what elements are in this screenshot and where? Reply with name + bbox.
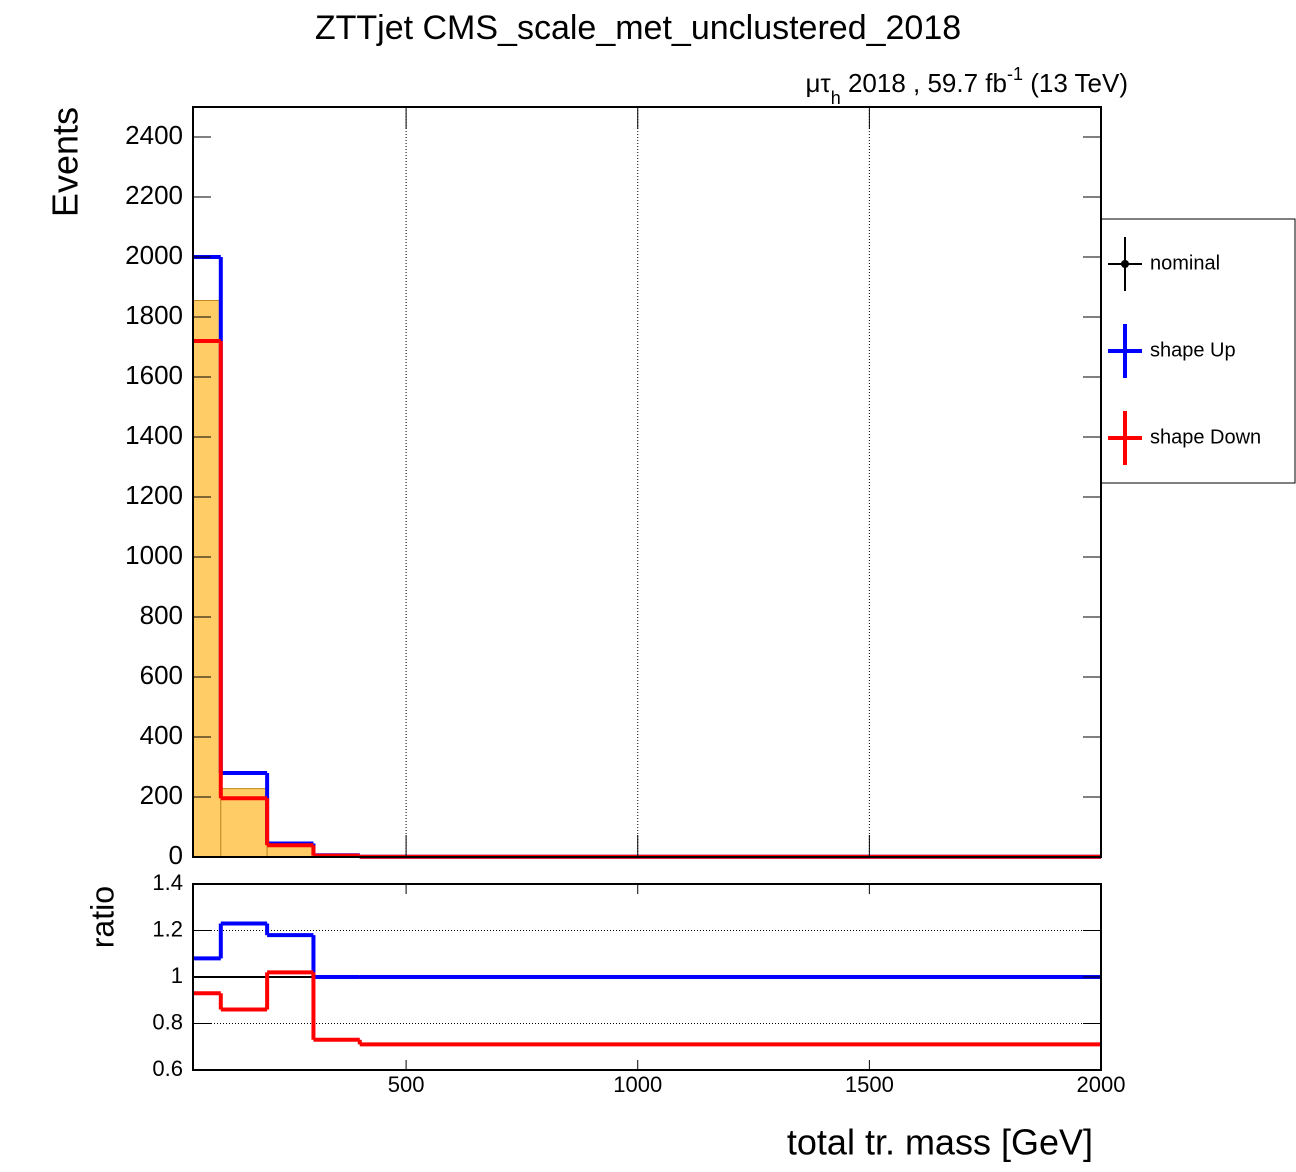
y-tick-label: 0	[169, 840, 183, 870]
y-tick-label: 1	[171, 963, 183, 988]
y-tick-label: 1.4	[152, 870, 183, 895]
y-tick-label: 2200	[125, 180, 183, 210]
plot-frame-bg	[193, 107, 1101, 857]
lumi-part: h	[831, 88, 841, 108]
y-tick-label: 400	[140, 720, 183, 750]
x-tick-label: 2000	[1077, 1072, 1126, 1097]
y-tick-label: 2000	[125, 240, 183, 270]
y-tick-label: 2400	[125, 120, 183, 150]
legend-label: nominal	[1150, 252, 1220, 274]
legend-label: shape Down	[1150, 426, 1261, 448]
lumi-part: 2018 , 59.7 fb	[841, 68, 1007, 98]
lumi-label: μτh 2018 , 59.7 fb-1 (13 TeV)	[805, 64, 1128, 108]
bar	[192, 300, 222, 858]
y-tick-label: 1000	[125, 540, 183, 570]
lumi-part: (13 TeV)	[1023, 68, 1128, 98]
y-tick-label: 0.8	[152, 1009, 183, 1034]
y-tick-label: 800	[140, 600, 183, 630]
plot-frame	[192, 106, 1102, 858]
lumi-part: μτ	[805, 68, 831, 98]
y-tick-label: 600	[140, 660, 183, 690]
y-tick-label: 1200	[125, 480, 183, 510]
chart-title: ZTTjet CMS_scale_met_unclustered_2018	[315, 9, 961, 47]
x-tick-label: 500	[388, 1072, 425, 1097]
x-tick-label: 1000	[613, 1072, 662, 1097]
y-tick-label: 1600	[125, 360, 183, 390]
y-tick-label: 200	[140, 780, 183, 810]
x-tick-label: 1500	[845, 1072, 894, 1097]
y-axis-label: Events	[45, 107, 86, 217]
legend-label: shape Up	[1150, 339, 1236, 361]
y-axis-label: ratio	[84, 886, 120, 948]
x-axis-label: total tr. mass [GeV]	[787, 1122, 1093, 1163]
legend-marker	[1121, 260, 1129, 268]
y-tick-label: 0.6	[152, 1056, 183, 1081]
y-tick-label: 1400	[125, 420, 183, 450]
y-tick-label: 1800	[125, 300, 183, 330]
y-tick-label: 1.2	[152, 916, 183, 941]
lumi-part: -1	[1007, 64, 1023, 84]
bar	[266, 845, 314, 858]
